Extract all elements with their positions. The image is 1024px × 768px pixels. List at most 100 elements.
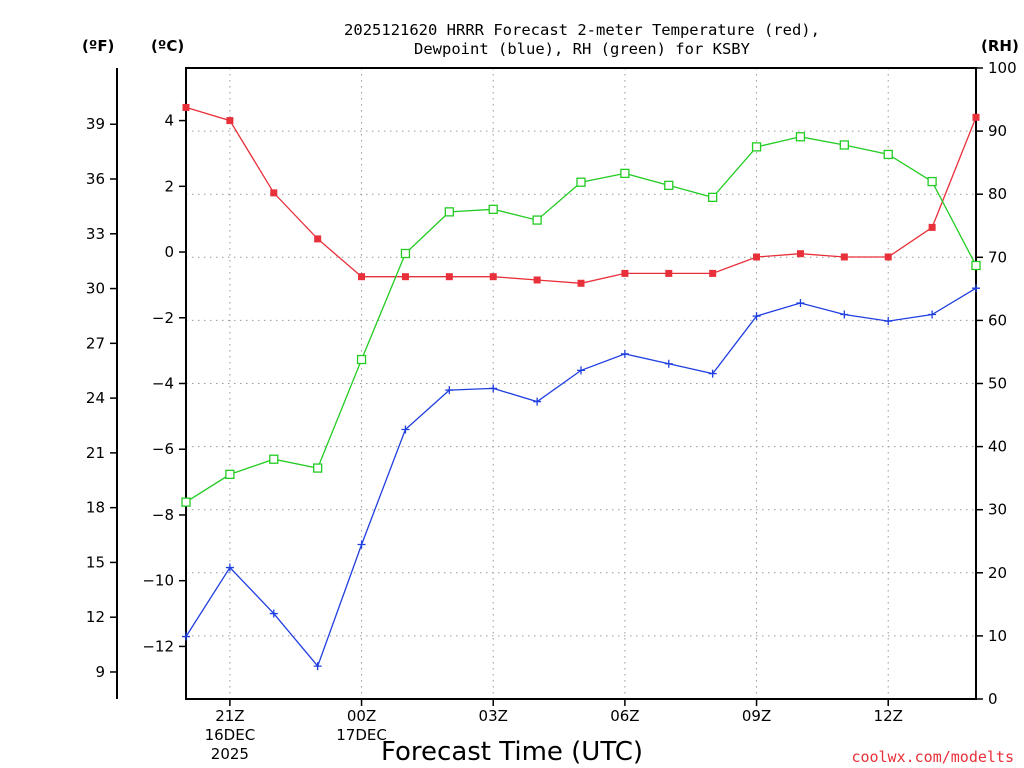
x-tick-label: 2025 bbox=[211, 745, 249, 763]
rh-tick-label: 50 bbox=[988, 375, 1007, 393]
fahrenheit-tick-label: 15 bbox=[86, 553, 105, 571]
dewpoint-point bbox=[972, 284, 980, 293]
dewpoint-point bbox=[752, 312, 761, 321]
rh-point bbox=[795, 132, 806, 142]
fahrenheit-tick-label: 24 bbox=[86, 389, 105, 407]
celsius-tick-label: 4 bbox=[164, 112, 174, 130]
celsius-tick-label: 2 bbox=[164, 177, 174, 195]
temperature-point bbox=[182, 103, 190, 111]
rh-tick-label: 80 bbox=[988, 185, 1007, 203]
fahrenheit-tick-label: 39 bbox=[86, 115, 105, 133]
x-tick-label: 09Z bbox=[742, 707, 771, 725]
rh-point bbox=[225, 469, 235, 480]
rh-point bbox=[269, 454, 279, 464]
rh-point bbox=[839, 140, 849, 150]
rh-point bbox=[708, 192, 718, 203]
celsius-tick-label: −10 bbox=[142, 572, 174, 590]
fahrenheit-tick-label: 33 bbox=[86, 225, 105, 243]
series-layer bbox=[181, 103, 981, 671]
dewpoint-point bbox=[225, 563, 234, 572]
dewpoint-point bbox=[489, 384, 498, 393]
rh-tick-label: 70 bbox=[988, 248, 1007, 266]
dewpoint-point bbox=[884, 317, 893, 326]
rh-point bbox=[400, 248, 411, 259]
rh-point bbox=[576, 177, 586, 187]
axes-layer bbox=[110, 67, 983, 706]
x-tick-label: 00Z bbox=[347, 707, 376, 725]
rh-point bbox=[927, 176, 937, 187]
rh-point bbox=[883, 149, 893, 160]
rh-point bbox=[620, 168, 630, 179]
celsius-tick-label: −6 bbox=[152, 440, 174, 458]
dewpoint-point bbox=[357, 540, 366, 549]
rh-point bbox=[532, 215, 542, 225]
temperature-point bbox=[226, 117, 234, 125]
dewpoint-point bbox=[445, 386, 454, 395]
rh-line bbox=[185, 136, 977, 503]
temperature-point bbox=[796, 250, 804, 258]
rh-point bbox=[356, 354, 367, 365]
celsius-tick-label: −4 bbox=[152, 375, 174, 393]
rh-tick-label: 0 bbox=[988, 690, 998, 708]
fahrenheit-unit-label: (ºF) bbox=[82, 37, 114, 55]
dewpoint-point bbox=[313, 662, 322, 671]
dewpoint-point bbox=[928, 310, 937, 319]
temperature-point bbox=[928, 223, 936, 231]
dewpoint-point bbox=[796, 298, 805, 307]
fahrenheit-tick-label: 27 bbox=[86, 334, 105, 352]
credit-text: coolwx.com/modelts bbox=[851, 748, 1014, 766]
rh-series bbox=[181, 132, 981, 507]
rh-tick-label: 10 bbox=[988, 627, 1007, 645]
grid-layer bbox=[186, 68, 976, 699]
rh-unit-label: (RH) bbox=[981, 37, 1019, 55]
temperature-point bbox=[577, 279, 585, 287]
fahrenheit-tick-label: 30 bbox=[86, 280, 105, 298]
temperature-point bbox=[314, 235, 322, 243]
fahrenheit-tick-label: 12 bbox=[86, 608, 105, 626]
chart-title-line1: 2025121620 HRRR Forecast 2-meter Tempera… bbox=[344, 21, 820, 39]
temperature-point bbox=[665, 269, 673, 277]
dewpoint-point bbox=[577, 366, 585, 375]
dewpoint-point bbox=[664, 359, 673, 368]
dewpoint-point bbox=[182, 632, 190, 641]
temperature-point bbox=[753, 253, 761, 261]
rh-point bbox=[664, 180, 674, 191]
temperature-point bbox=[621, 269, 629, 277]
rh-point bbox=[313, 463, 323, 473]
temperature-point bbox=[533, 276, 541, 284]
rh-point bbox=[181, 497, 191, 507]
plot-frame bbox=[185, 67, 977, 700]
rh-tick-label: 100 bbox=[988, 59, 1017, 77]
rh-tick-label: 30 bbox=[988, 501, 1007, 519]
temperature-line bbox=[185, 106, 977, 284]
dewpoint-point bbox=[840, 310, 849, 319]
rh-tick-label: 20 bbox=[988, 564, 1007, 582]
temperature-point bbox=[445, 273, 453, 281]
temperature-point bbox=[840, 253, 848, 261]
temperature-series bbox=[182, 103, 980, 287]
celsius-tick-label: −12 bbox=[142, 637, 174, 655]
temperature-point bbox=[401, 273, 409, 281]
x-tick-label: 06Z bbox=[610, 707, 639, 725]
x-tick-label: 17DEC bbox=[336, 726, 387, 744]
temperature-point bbox=[270, 189, 278, 197]
rh-point bbox=[751, 142, 762, 152]
dewpoint-point bbox=[401, 425, 410, 434]
rh-point bbox=[488, 204, 498, 214]
rh-point bbox=[444, 207, 454, 217]
dewpoint-point bbox=[269, 609, 278, 618]
rh-tick-label: 60 bbox=[988, 311, 1007, 329]
celsius-tick-label: −8 bbox=[152, 506, 174, 524]
dewpoint-line bbox=[185, 287, 977, 668]
x-tick-label: 16DEC bbox=[205, 726, 256, 744]
x-tick-label: 12Z bbox=[874, 707, 903, 725]
dewpoint-point bbox=[708, 369, 717, 378]
celsius-unit-label: (ºC) bbox=[151, 37, 184, 55]
x-tick-label: 21Z bbox=[215, 707, 244, 725]
chart-title-line2: Dewpoint (blue), RH (green) for KSBY bbox=[414, 40, 751, 58]
fahrenheit-tick-label: 36 bbox=[86, 170, 105, 188]
temperature-point bbox=[489, 273, 497, 281]
fahrenheit-tick-label: 18 bbox=[86, 499, 105, 517]
